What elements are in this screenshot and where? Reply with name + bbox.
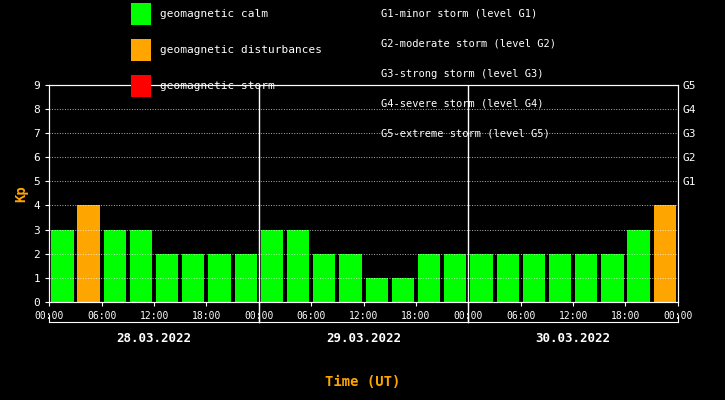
- Bar: [601, 254, 624, 302]
- Bar: [549, 254, 571, 302]
- Bar: [497, 254, 519, 302]
- Bar: [654, 206, 676, 302]
- Bar: [287, 230, 310, 302]
- Bar: [471, 254, 492, 302]
- Bar: [104, 230, 126, 302]
- Bar: [313, 254, 336, 302]
- Text: G2-moderate storm (level G2): G2-moderate storm (level G2): [381, 39, 555, 49]
- Bar: [575, 254, 597, 302]
- Bar: [392, 278, 414, 302]
- Bar: [156, 254, 178, 302]
- Bar: [523, 254, 545, 302]
- Text: Time (UT): Time (UT): [325, 375, 400, 389]
- Bar: [261, 230, 283, 302]
- Text: 28.03.2022: 28.03.2022: [117, 332, 191, 344]
- Text: G4-severe storm (level G4): G4-severe storm (level G4): [381, 99, 543, 109]
- Text: 30.03.2022: 30.03.2022: [536, 332, 610, 344]
- Text: G1-minor storm (level G1): G1-minor storm (level G1): [381, 9, 537, 19]
- Bar: [208, 254, 231, 302]
- Bar: [78, 206, 100, 302]
- Y-axis label: Kp: Kp: [14, 185, 28, 202]
- Text: 29.03.2022: 29.03.2022: [326, 332, 401, 344]
- Text: G5-extreme storm (level G5): G5-extreme storm (level G5): [381, 129, 550, 139]
- Text: geomagnetic storm: geomagnetic storm: [160, 81, 274, 91]
- Bar: [130, 230, 152, 302]
- Bar: [627, 230, 650, 302]
- Bar: [365, 278, 388, 302]
- Bar: [235, 254, 257, 302]
- Text: geomagnetic calm: geomagnetic calm: [160, 9, 268, 19]
- Bar: [418, 254, 440, 302]
- Bar: [182, 254, 204, 302]
- Text: geomagnetic disturbances: geomagnetic disturbances: [160, 45, 321, 55]
- Text: G3-strong storm (level G3): G3-strong storm (level G3): [381, 69, 543, 79]
- Bar: [51, 230, 73, 302]
- Bar: [444, 254, 466, 302]
- Bar: [339, 254, 362, 302]
